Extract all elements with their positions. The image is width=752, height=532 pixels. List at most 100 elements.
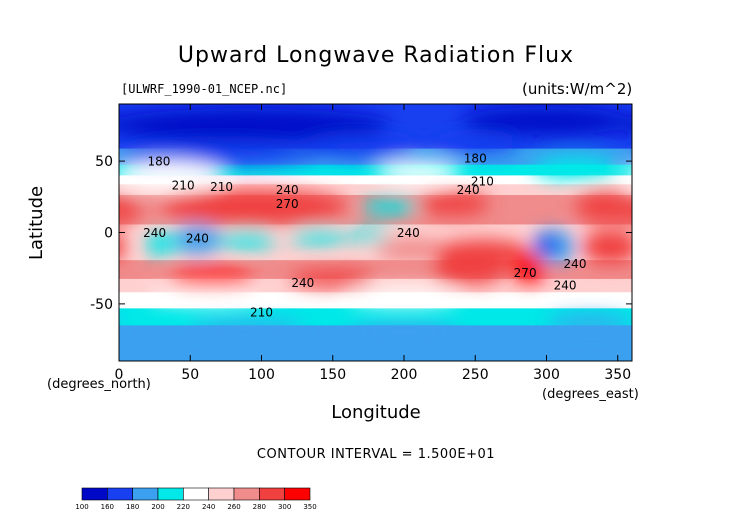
field-band bbox=[119, 177, 632, 180]
field-feature bbox=[218, 231, 276, 249]
field-feature bbox=[119, 235, 127, 259]
x-tick-label: 350 bbox=[604, 367, 631, 383]
field-band bbox=[119, 189, 632, 193]
field-feature bbox=[685, 225, 736, 254]
field-band bbox=[119, 286, 632, 291]
field-band bbox=[119, 157, 632, 160]
x-tick-label: 100 bbox=[248, 367, 275, 383]
field-band bbox=[119, 162, 632, 166]
field-band bbox=[119, 354, 632, 358]
colorbar-label: 100 bbox=[75, 503, 88, 511]
field-band bbox=[119, 316, 632, 319]
field-band bbox=[119, 268, 632, 272]
field-feature bbox=[19, 157, 105, 180]
field-band bbox=[119, 195, 632, 198]
field-band bbox=[119, 305, 632, 309]
field-band bbox=[119, 244, 632, 248]
field-feature bbox=[658, 233, 692, 256]
field-band bbox=[119, 241, 632, 244]
field-band bbox=[119, 196, 632, 200]
field-band bbox=[119, 358, 632, 361]
field-feature bbox=[0, 135, 5, 152]
field-band bbox=[119, 170, 632, 173]
field-feature bbox=[144, 232, 179, 256]
contour-label: 180 bbox=[147, 154, 170, 168]
field-band bbox=[119, 312, 632, 316]
field-band bbox=[119, 166, 632, 169]
field-band bbox=[119, 107, 632, 112]
field-band bbox=[119, 243, 632, 246]
colorbar-swatch bbox=[208, 487, 235, 501]
field-band bbox=[119, 216, 632, 220]
field-band bbox=[119, 164, 632, 168]
y-tick-label: 0 bbox=[104, 226, 113, 242]
field-feature bbox=[119, 142, 319, 166]
field-feature bbox=[432, 239, 533, 269]
field-band bbox=[119, 224, 632, 228]
field-band bbox=[119, 302, 632, 307]
field-band bbox=[119, 278, 632, 283]
contour-label: 240 bbox=[276, 183, 299, 197]
colorbar-swatch bbox=[81, 487, 108, 501]
field-feature bbox=[168, 269, 255, 287]
field-band bbox=[119, 246, 632, 251]
field-feature bbox=[119, 161, 226, 190]
field-feature bbox=[461, 106, 632, 136]
field-feature bbox=[432, 135, 518, 153]
field-band bbox=[119, 239, 632, 243]
field-band bbox=[119, 350, 632, 354]
field-band bbox=[119, 254, 632, 259]
field-feature bbox=[161, 189, 347, 224]
contour-label: 180 bbox=[464, 152, 487, 166]
field-band bbox=[119, 265, 632, 269]
contour-label: 270 bbox=[514, 266, 537, 280]
contour-label: 240 bbox=[554, 279, 577, 293]
field-feature bbox=[418, 192, 490, 216]
field-band bbox=[119, 221, 632, 226]
field-band bbox=[119, 111, 632, 116]
field-feature bbox=[290, 269, 376, 287]
field-band bbox=[119, 260, 632, 264]
field-band bbox=[119, 356, 632, 360]
field-band bbox=[119, 262, 632, 267]
field-band bbox=[119, 276, 632, 280]
field-feature bbox=[512, 253, 547, 283]
field-band bbox=[119, 281, 632, 285]
field-band bbox=[119, 252, 632, 256]
field-feature bbox=[532, 156, 618, 180]
field-band bbox=[119, 319, 632, 323]
field-band bbox=[119, 273, 632, 277]
y-tick-label: 50 bbox=[95, 154, 113, 170]
contour-label: 210 bbox=[250, 306, 273, 320]
field-feature bbox=[0, 254, 34, 283]
field-feature bbox=[375, 238, 447, 262]
contour-label: 240 bbox=[457, 183, 480, 197]
field-feature bbox=[535, 233, 558, 254]
contour-label: 210 bbox=[471, 174, 494, 188]
field-feature bbox=[375, 161, 461, 184]
field-feature bbox=[617, 117, 632, 133]
file-label: [ULWRF_1990-01_NCEP.nc] bbox=[121, 82, 288, 96]
colorbar-label: 220 bbox=[177, 503, 190, 511]
field-feature bbox=[22, 234, 45, 254]
field-band bbox=[119, 168, 632, 171]
field-band bbox=[119, 159, 632, 162]
field-feature bbox=[632, 143, 752, 166]
field-band bbox=[119, 318, 632, 321]
colorbar-label: 200 bbox=[151, 503, 164, 511]
colorbar-swatch bbox=[259, 487, 285, 501]
contour-label: 240 bbox=[143, 226, 166, 240]
colorbar-swatch bbox=[132, 487, 159, 501]
y-unit-note: (degrees_north) bbox=[47, 377, 151, 392]
field-band bbox=[119, 186, 632, 189]
field-band bbox=[119, 213, 632, 218]
field-feature bbox=[675, 190, 752, 224]
field-feature bbox=[347, 325, 461, 340]
field-band bbox=[119, 180, 632, 184]
field-feature bbox=[62, 193, 119, 222]
field-band bbox=[119, 182, 632, 185]
field-band bbox=[119, 314, 632, 317]
contour-label: 210 bbox=[172, 179, 195, 193]
contour-label: 240 bbox=[564, 257, 587, 271]
field-feature bbox=[190, 321, 305, 333]
